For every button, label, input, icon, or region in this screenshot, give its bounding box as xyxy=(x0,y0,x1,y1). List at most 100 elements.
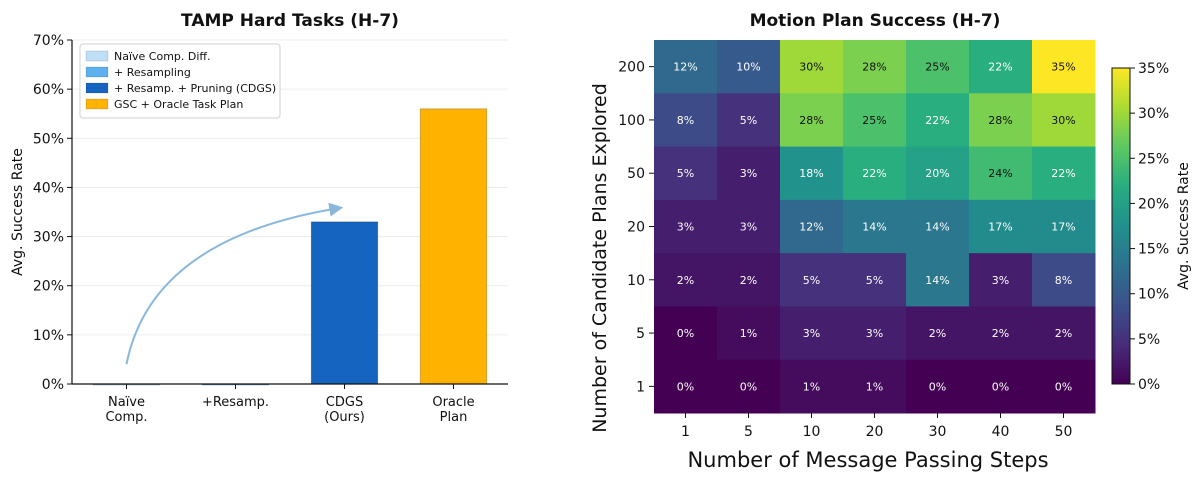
cell-value-label: 35% xyxy=(1051,61,1075,74)
heatmap-cell xyxy=(717,146,781,201)
heatmap-cell xyxy=(906,359,970,414)
legend-swatch xyxy=(85,50,109,62)
cell-value-label: 0% xyxy=(929,380,946,393)
legend-swatch xyxy=(85,98,109,110)
heatmap-cell xyxy=(780,93,844,148)
heatmap-cell xyxy=(1032,40,1096,94)
cell-value-label: 2% xyxy=(677,274,694,287)
heatmap-cell xyxy=(780,306,844,361)
heatmap-cell xyxy=(906,146,970,201)
heatmap-cell xyxy=(717,359,781,414)
heatmap-cell xyxy=(1032,146,1096,201)
heatmap-cell xyxy=(906,40,970,94)
cell-value-label: 1% xyxy=(740,327,757,340)
heatmap-cell xyxy=(843,93,907,148)
x-tick-label: 20 xyxy=(866,424,884,440)
cell-value-label: 20% xyxy=(925,167,949,180)
cell-value-label: 3% xyxy=(992,274,1009,287)
heatmap-cell xyxy=(906,306,970,361)
x-tick-label: 40 xyxy=(992,424,1010,440)
heatmap-cell xyxy=(780,359,844,414)
x-tick-label: Naïve Comp. xyxy=(105,395,147,425)
heatmap-cell xyxy=(654,93,718,148)
heatmap-cell xyxy=(906,253,970,307)
cell-value-label: 5% xyxy=(803,274,820,287)
colorbar: 0% 5% 10% 15% 20% 25% 30% 35% Avg. Success Rate xyxy=(1111,61,1192,393)
cell-value-label: 0% xyxy=(677,327,694,340)
cell-value-label: 24% xyxy=(988,167,1012,180)
heatmap-cell xyxy=(780,40,844,94)
cell-value-label: 22% xyxy=(1051,167,1075,180)
cell-value-label: 8% xyxy=(1055,274,1072,287)
x-tick-label: 1 xyxy=(681,424,690,440)
colorbar-tick-label: 25% xyxy=(1138,151,1169,167)
heatmap-cell xyxy=(843,253,907,307)
heatmap-cell xyxy=(969,306,1033,361)
heatmap-cell xyxy=(1032,253,1096,307)
y-tick-label: 10 xyxy=(627,273,645,289)
colorbar-tick-label: 20% xyxy=(1138,196,1169,212)
legend-box xyxy=(79,43,281,119)
legend-label: + Resamp. + Pruning (CDGS) xyxy=(114,82,276,95)
cell-value-label: 12% xyxy=(673,61,697,74)
y-tick-label: 70% xyxy=(33,33,64,49)
heatmap-cell xyxy=(906,199,970,254)
heatmap-cell xyxy=(717,93,781,148)
cell-value-label: 22% xyxy=(988,61,1012,74)
heatmap-cell xyxy=(654,199,718,254)
heatmap-cell xyxy=(906,93,970,148)
heatmap-cell xyxy=(1032,199,1096,254)
cell-value-label: 3% xyxy=(740,221,757,234)
cell-value-label: 3% xyxy=(866,327,883,340)
cell-value-label: 28% xyxy=(988,114,1012,127)
y-tick-label: 50 xyxy=(627,166,645,182)
improvement-arrow xyxy=(125,202,344,365)
y-tick-label: 5 xyxy=(636,326,645,342)
heatmap-cell xyxy=(654,40,718,94)
y-tick-label: 1 xyxy=(636,379,645,395)
heatmap-cell xyxy=(843,359,907,414)
heatmap-cell xyxy=(1032,93,1096,148)
heatmap-cell xyxy=(654,306,718,361)
colorbar-tick-label: 35% xyxy=(1138,61,1169,77)
legend-label: GSC + Oracle Task Plan xyxy=(114,98,243,111)
heatmap-cell xyxy=(780,253,844,307)
y-tick-label: 30% xyxy=(33,230,64,246)
legend-label: Naïve Comp. Diff. xyxy=(114,50,211,63)
x-tick-label: 50 xyxy=(1055,424,1073,440)
heatmap-title: Motion Plan Success (H-7) xyxy=(750,11,1001,31)
heatmap-cell xyxy=(843,146,907,201)
cell-value-label: 2% xyxy=(929,327,946,340)
y-tick-label: 10% xyxy=(33,328,64,344)
y-tick-label: 0% xyxy=(42,377,64,393)
cell-value-label: 1% xyxy=(866,380,883,393)
heatmap-y-axis-label: Number of Candidate Plans Explored xyxy=(589,83,611,433)
x-tick-label: CDGS (Ours) xyxy=(324,395,365,425)
x-tick-label: 30 xyxy=(929,424,947,440)
colorbar-gradient xyxy=(1111,67,1131,385)
cell-value-label: 3% xyxy=(740,167,757,180)
y-tick-label: 20% xyxy=(33,279,64,295)
cell-value-label: 3% xyxy=(803,327,820,340)
heatmap-cell xyxy=(717,40,781,94)
legend-swatch xyxy=(85,82,109,94)
cell-value-label: 2% xyxy=(1055,327,1072,340)
x-tick-label: Oracle Plan xyxy=(432,395,474,425)
colorbar-tick-label: 15% xyxy=(1138,242,1169,258)
heatmap-cell xyxy=(654,359,718,414)
y-tick-label: 200 xyxy=(618,60,645,76)
heatmap-cell xyxy=(717,199,781,254)
heatmap-cell xyxy=(654,253,718,307)
cell-value-label: 8% xyxy=(677,114,694,127)
cell-value-label: 22% xyxy=(925,114,949,127)
heatmap-cell xyxy=(969,146,1033,201)
cell-value-label: 22% xyxy=(862,167,886,180)
y-tick-label: 40% xyxy=(33,180,64,196)
cell-value-label: 25% xyxy=(862,114,886,127)
cell-value-label: 18% xyxy=(799,167,823,180)
bar-chart: TAMP Hard Tasks (H-7) 0% 10% 20% 30% 40% 50% 6… xyxy=(10,11,508,425)
bar xyxy=(419,108,488,385)
cell-value-label: 12% xyxy=(799,221,823,234)
cell-value-label: 30% xyxy=(1051,114,1075,127)
